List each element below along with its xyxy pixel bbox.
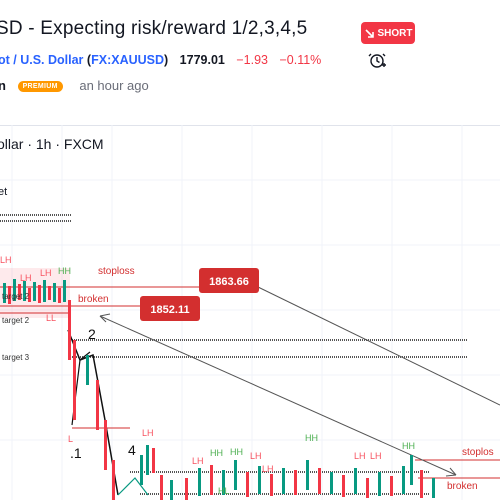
pivot-label: LH bbox=[250, 451, 262, 461]
pivot-label: HH bbox=[305, 433, 318, 443]
grid bbox=[0, 125, 500, 500]
symbol-row: ot / U.S. Dollar (FX:XAUUSD) 1779.01 −1.… bbox=[0, 53, 321, 67]
idea-title: SD - Expecting risk/reward 1/2,3,4,5 bbox=[0, 18, 308, 39]
symbol-code-open: ( bbox=[86, 53, 92, 67]
premium-badge: PREMIUM bbox=[17, 81, 63, 92]
pivot-label: LH bbox=[40, 268, 52, 278]
symbol-code-link[interactable]: FX:XAUUSD bbox=[91, 53, 165, 67]
wave-1-label: .1 bbox=[70, 445, 82, 461]
stoploss-label-right: stoplos bbox=[462, 447, 494, 458]
pivot-label: LH bbox=[0, 255, 12, 265]
price-tag-high: 1863.66 bbox=[199, 268, 259, 293]
chart-canvas[interactable]: 1863.66 1852.11 stoploss broken target 2… bbox=[0, 125, 500, 500]
symbol-name-link[interactable]: ot / U.S. Dollar bbox=[0, 53, 84, 67]
pivot-label: HH bbox=[230, 447, 243, 457]
pivot-label: LH bbox=[142, 428, 154, 438]
short-badge: SHORT bbox=[361, 22, 415, 44]
arrow-down-right-icon bbox=[364, 28, 374, 38]
pivot-label: LH bbox=[262, 464, 274, 474]
pivot-label: L bbox=[68, 434, 73, 444]
wave-4-label: 4 bbox=[128, 442, 136, 458]
chart-symbol-header: ollar · 1h · FXCM bbox=[0, 136, 104, 152]
pivot-label: HL bbox=[218, 486, 230, 496]
wave-path-3 bbox=[117, 477, 149, 496]
author-name[interactable]: n bbox=[0, 78, 6, 93]
broken-label-left: broken bbox=[78, 294, 109, 305]
short-label: SHORT bbox=[377, 27, 413, 39]
candles-bottom bbox=[140, 445, 435, 500]
chart-pane-label: et bbox=[0, 186, 8, 198]
alarm-clock-plus-icon[interactable] bbox=[367, 50, 387, 70]
pivot-label: HH bbox=[402, 441, 415, 451]
price-tag-low-text: 1852.11 bbox=[150, 304, 189, 316]
wave-2-label: 2 bbox=[88, 326, 96, 342]
price-tag-low: 1852.11 bbox=[140, 296, 200, 321]
pivot-label: LH bbox=[370, 451, 382, 461]
broken-label-right: broken bbox=[447, 481, 478, 492]
price-tag-high-text: 1863.66 bbox=[209, 276, 249, 288]
idea-header: SD - Expecting risk/reward 1/2,3,4,5 SHO… bbox=[0, 0, 500, 125]
target-3-label: target 3 bbox=[2, 353, 30, 362]
pivot-label: LH bbox=[20, 273, 32, 283]
pivot-label: HH bbox=[210, 448, 223, 458]
stoploss-label-left: stoploss bbox=[98, 266, 135, 277]
published-time: an hour ago bbox=[79, 78, 149, 93]
chart-area[interactable] bbox=[0, 125, 500, 501]
last-price: 1779.01 bbox=[179, 53, 225, 67]
pivot-label: LH bbox=[192, 456, 204, 466]
author-row: n PREMIUM an hour ago bbox=[0, 78, 149, 93]
target-2b-label: target 2 bbox=[2, 316, 30, 325]
price-change: −1.93 bbox=[236, 53, 268, 67]
target-2-label: target 2 bbox=[2, 292, 30, 301]
pivot-label: LL bbox=[46, 313, 56, 323]
candles-left bbox=[3, 279, 115, 500]
trend-lines bbox=[99, 286, 500, 477]
price-change-percent: −0.11% bbox=[279, 53, 322, 67]
symbol-code-close: ) bbox=[164, 53, 169, 67]
pivot-label: LH bbox=[354, 451, 366, 461]
pivot-label: HH bbox=[58, 266, 71, 276]
